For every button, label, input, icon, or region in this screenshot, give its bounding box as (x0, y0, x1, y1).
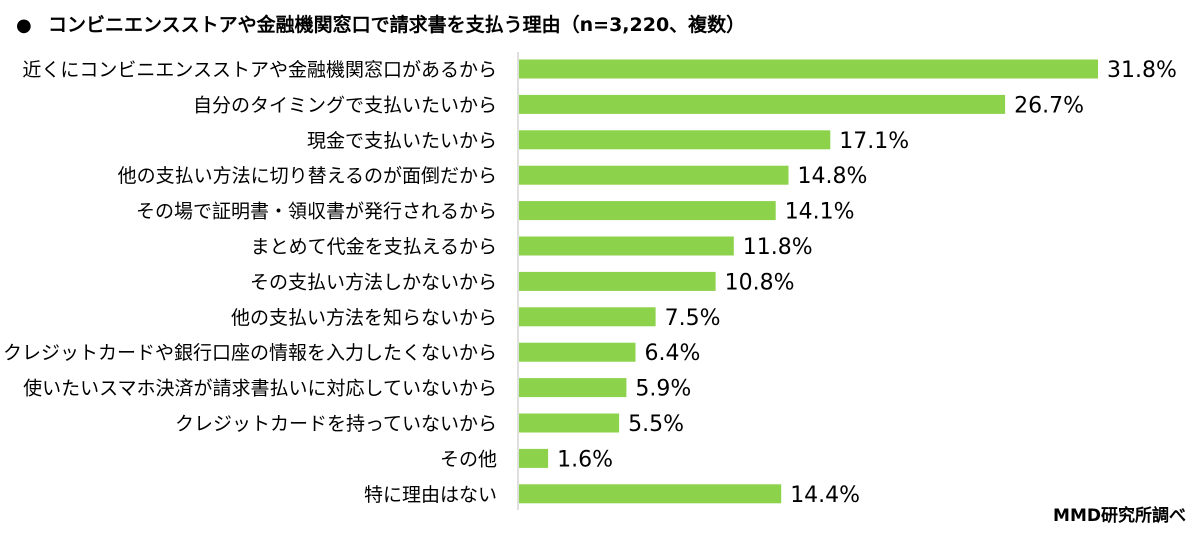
value-label-3: 14.8% (798, 164, 868, 189)
bar-11 (519, 448, 549, 468)
bar-2 (519, 130, 831, 150)
value-label-12: 14.4% (790, 483, 860, 508)
category-label-12: 特に理由はない (364, 484, 497, 506)
value-label-5: 11.8% (743, 235, 813, 260)
category-label-1: 自分のタイミングで支払いたいから (193, 94, 497, 116)
category-label-5: まとめて代金を支払えるから (251, 236, 497, 258)
value-label-7: 7.5% (665, 306, 721, 331)
bar-0 (519, 59, 1098, 79)
category-label-9: 使いたいスマホ決済が請求書払いに対応していないから (23, 378, 497, 400)
category-label-8: クレジットカードや銀行口座の情報を入力したくないから (3, 342, 497, 364)
bar-8 (519, 342, 636, 362)
value-label-2: 17.1% (839, 129, 909, 154)
value-labels: 31.8% 26.7% 17.1% 14.8% 14.1% 11.8% 10.8%7.5% 6… (557, 58, 1177, 508)
category-label-0: 近くにコンビニエンスストアや金融機関窓口があるから (22, 59, 497, 81)
value-label-4: 14.1% (785, 200, 855, 225)
value-label-1: 26.7% (1014, 93, 1084, 118)
bar-12 (519, 484, 782, 504)
category-label-6: その支払い方法しかないから (250, 271, 497, 293)
bar-6 (519, 271, 716, 291)
bar-4 (519, 201, 776, 221)
title-bullet: ● (16, 15, 32, 36)
category-label-2: 現金で支払いたいから (307, 130, 497, 152)
value-label-6: 10.8% (725, 270, 795, 295)
bar-7 (519, 307, 656, 327)
bar-3 (519, 165, 789, 185)
bar-1 (519, 94, 1006, 114)
value-label-10: 5.5% (628, 412, 684, 437)
bars-layer (519, 59, 1098, 504)
value-label-0: 31.8% (1107, 58, 1177, 83)
value-label-8: 6.4% (645, 341, 701, 366)
category-label-4: その場で証明書・領収書が発行されるから (136, 201, 497, 223)
chart-title: コンビニエンスストアや金融機関窓口で請求書を支払う理由（n=3,220、複数） (48, 13, 745, 36)
category-label-7: 他の支払い方法を知らないから (231, 307, 497, 329)
category-labels: 近くにコンビニエンスストアや金融機関窓口があるから自分のタイミングで支払いたいか… (3, 59, 497, 506)
source-note: MMD研究所調べ (1053, 505, 1186, 526)
bar-9 (519, 378, 627, 398)
category-label-3: 他の支払い方法に切り替えるのが面倒だから (118, 165, 497, 187)
value-label-11: 1.6% (557, 447, 613, 472)
category-label-11: その他 (440, 448, 497, 470)
category-label-10: クレジットカードを持っていないから (175, 413, 497, 435)
value-label-9: 5.9% (635, 377, 691, 402)
bar-5 (519, 236, 734, 256)
bar-10 (519, 413, 620, 433)
